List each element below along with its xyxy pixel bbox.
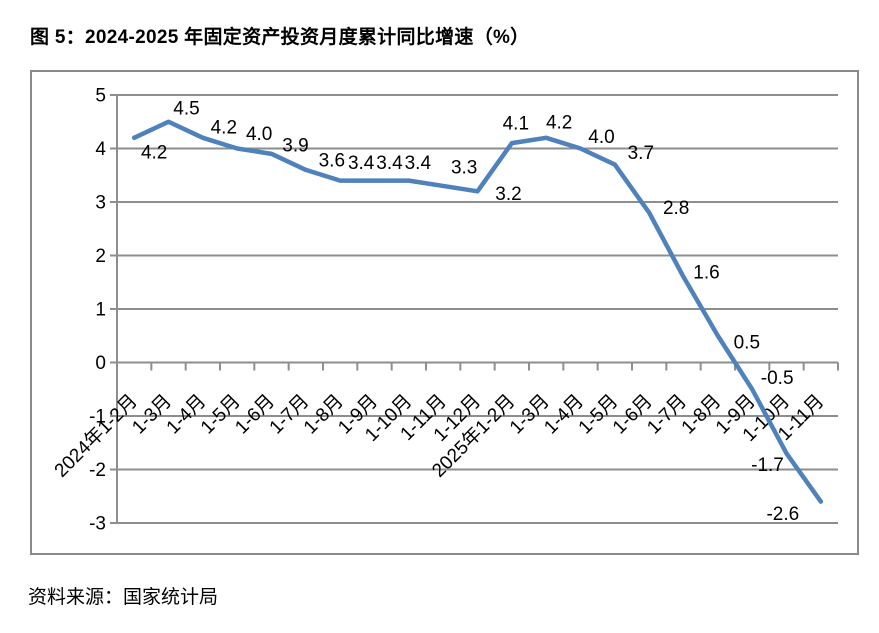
- x-axis-label: 1-3月: [128, 391, 176, 439]
- y-axis-label: 5: [95, 86, 106, 107]
- x-axis-label: 1-7月: [643, 391, 691, 439]
- data-label: 3.4: [405, 153, 432, 174]
- x-axis-label: 1-3月: [506, 391, 554, 439]
- y-axis-label: 3: [95, 193, 106, 214]
- data-label: 4.5: [173, 98, 199, 119]
- data-label: 1.6: [693, 262, 719, 283]
- data-label: 3.4: [348, 153, 375, 174]
- x-axis-label: 1-6月: [231, 391, 279, 439]
- data-label: -0.5: [761, 368, 794, 389]
- data-label: 4.2: [546, 112, 572, 133]
- x-axis-label: 1-6月: [609, 391, 657, 439]
- y-axis-label: 1: [95, 300, 106, 321]
- data-label: -1.7: [751, 455, 784, 476]
- data-label: 4.2: [211, 117, 237, 138]
- x-axis-label: 1-5月: [575, 391, 623, 439]
- x-axis-label: 1-8月: [300, 391, 348, 439]
- source-note: 资料来源：国家统计局: [28, 587, 219, 608]
- data-label: 0.5: [734, 332, 760, 353]
- line-chart: 543210-1-2-32024年1-2月1-3月1-4月1-5月1-6月1-7…: [50, 86, 839, 535]
- y-axis-label: -3: [89, 514, 106, 535]
- y-axis-label: -2: [89, 460, 106, 481]
- data-label: 3.4: [376, 153, 403, 174]
- y-axis-label: 0: [95, 353, 106, 374]
- y-axis-label: 4: [95, 139, 106, 160]
- x-axis-label: 1-7月: [266, 391, 314, 439]
- figure-title: 图 5：2024-2025 年固定资产投资月度累计同比增速（%）: [30, 27, 530, 48]
- data-label: 2.8: [663, 198, 689, 219]
- x-axis-label: 1-5月: [197, 391, 245, 439]
- data-line: [131, 119, 824, 504]
- chart-frame: 5 4 3 2 1 0 -1 -2 -3 2024年1-2月 1-3月 1-4月 1-5月 1-6月 1-7…: [30, 70, 859, 555]
- data-label: 4.1: [503, 114, 529, 135]
- data-label: 3.3: [451, 157, 477, 178]
- data-label: 4.0: [588, 127, 614, 148]
- data-label: -2.6: [766, 504, 799, 525]
- data-label: 3.6: [319, 150, 345, 171]
- x-axis-label: 1-8月: [678, 391, 726, 439]
- x-axis-label: 1-4月: [540, 391, 588, 439]
- data-label: 3.7: [628, 143, 654, 164]
- data-label: 4.2: [141, 142, 167, 163]
- y-axis-label: -1: [89, 407, 106, 428]
- data-label: 3.2: [495, 184, 521, 205]
- data-label: 4.0: [246, 124, 272, 145]
- x-axis-label: 1-4月: [163, 391, 211, 439]
- y-axis-label: 2: [95, 246, 106, 267]
- data-label: 3.9: [282, 135, 308, 156]
